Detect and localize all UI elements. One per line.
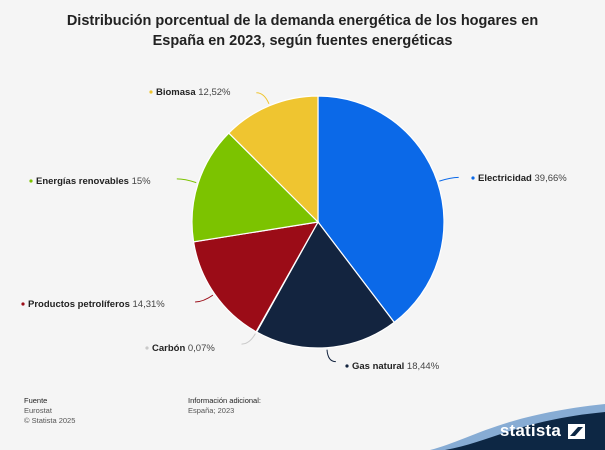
source-line-1: Eurostat	[24, 406, 52, 415]
label-dot-electricidad	[471, 176, 475, 180]
source-block: Fuente Eurostat © Statista 2025	[24, 396, 75, 426]
label-dot-gas-natural	[345, 364, 349, 368]
data-label-biomasa: Biomasa 12,52%	[156, 87, 231, 98]
statista-logo-text: statista	[499, 421, 561, 440]
label-dot-carbon	[145, 346, 149, 350]
data-label-energias-renovables: Energías renovables 15%	[36, 176, 151, 187]
pie-slice-gas-natural	[255, 220, 396, 349]
data-label-gas-natural: Gas natural 18,44%	[352, 361, 440, 372]
pie-slice-electricidad	[317, 95, 445, 324]
source-heading: Fuente	[24, 396, 48, 405]
leader-line-carbon	[241, 333, 256, 345]
label-dot-energias-renovables	[29, 179, 33, 183]
info-heading: Información adicional:	[188, 396, 261, 405]
leader-line-biomasa	[256, 92, 270, 104]
source-line-2: © Statista 2025	[24, 416, 76, 425]
data-label-electricidad: Electricidad 39,66%	[478, 173, 567, 184]
pie-slice-productos-petroliferos	[192, 221, 320, 333]
leader-line-productos-petroliferos	[195, 294, 214, 303]
label-dot-biomasa	[149, 90, 153, 94]
data-label-carbon: Carbón 0,07%	[152, 343, 215, 354]
statista-logo-icon	[568, 424, 585, 439]
brand-wave	[430, 404, 605, 450]
pie-slice-biomasa	[227, 95, 319, 224]
info-block: Información adicional: España; 2023	[188, 396, 261, 416]
pie-chart: Electricidad 39,66% Gas natural 18,44% Car…	[21, 87, 567, 372]
data-label-productos-petroliferos: Productos petrolíferos 14,31%	[28, 299, 165, 310]
info-line-1: España; 2023	[188, 406, 235, 415]
leader-line-gas-natural	[326, 349, 336, 363]
statista-brand-band: statista	[0, 390, 605, 450]
chart-title: Distribución porcentual de la demanda en…	[66, 13, 539, 49]
leader-line-energias-renovables	[176, 178, 197, 184]
pie-slice-energias-renovables	[191, 132, 320, 243]
label-dot-productos-petroliferos	[21, 302, 25, 306]
leader-line-electricidad	[439, 176, 459, 182]
